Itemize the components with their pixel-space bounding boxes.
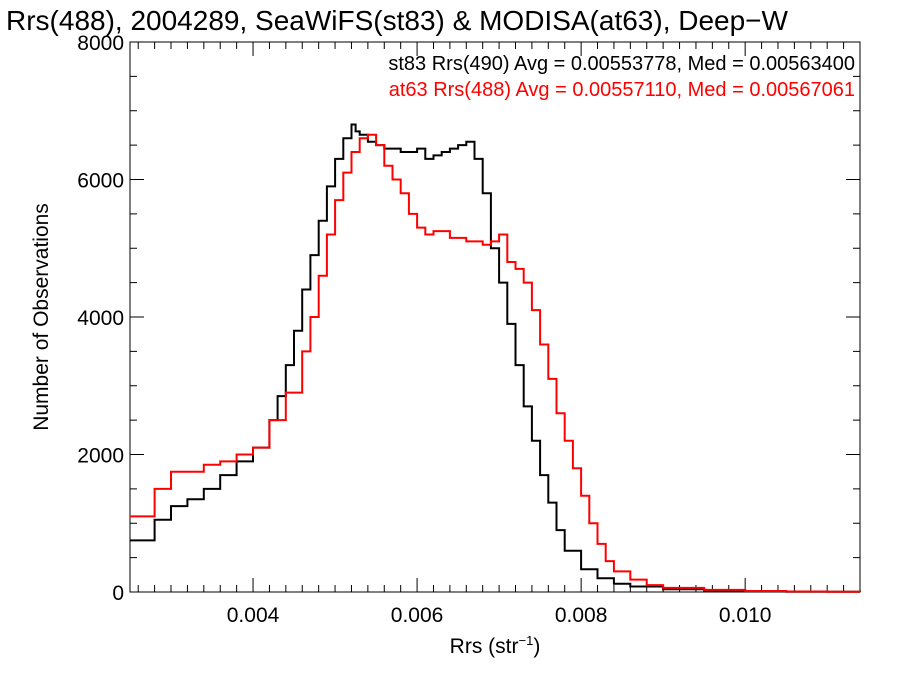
y-tick-label: 6000 (77, 170, 124, 193)
legend-entry-st83: st83 Rrs(490) Avg = 0.00553778, Med = 0.… (388, 53, 855, 75)
series-lines (130, 123, 861, 593)
y-tick-label: 2000 (77, 445, 124, 468)
y-axis-label: Number of Observations (30, 203, 53, 431)
axis-ticks (130, 41, 861, 593)
x-axis-label-close: ) (533, 635, 540, 658)
y-tick-label: 0 (112, 582, 124, 605)
x-tick-label: 0.006 (391, 604, 444, 627)
y-tick-label: 8000 (77, 32, 124, 55)
y-tick-labels: 0 2000 4000 6000 8000 (77, 32, 124, 605)
plot-frame (129, 41, 861, 593)
series-line-st83 (130, 123, 861, 593)
chart-title: Rrs(488), 2004289, SeaWiFS(st83) & MODIS… (6, 5, 789, 36)
legend-entry-at63: at63 Rrs(488) Avg = 0.00557110, Med = 0.… (389, 79, 855, 101)
x-axis-label-main: Rrs (str (450, 635, 519, 658)
x-tick-labels: 0.004 0.006 0.008 0.010 (227, 604, 772, 627)
x-tick-label: 0.004 (227, 604, 280, 627)
x-tick-label: 0.008 (555, 604, 608, 627)
y-tick-label: 4000 (77, 307, 124, 330)
series-line-at63 (130, 133, 861, 593)
x-axis-label: Rrs (str−1) (450, 633, 541, 658)
x-tick-label: 0.010 (719, 604, 772, 627)
x-axis-label-superscript: −1 (519, 633, 534, 648)
